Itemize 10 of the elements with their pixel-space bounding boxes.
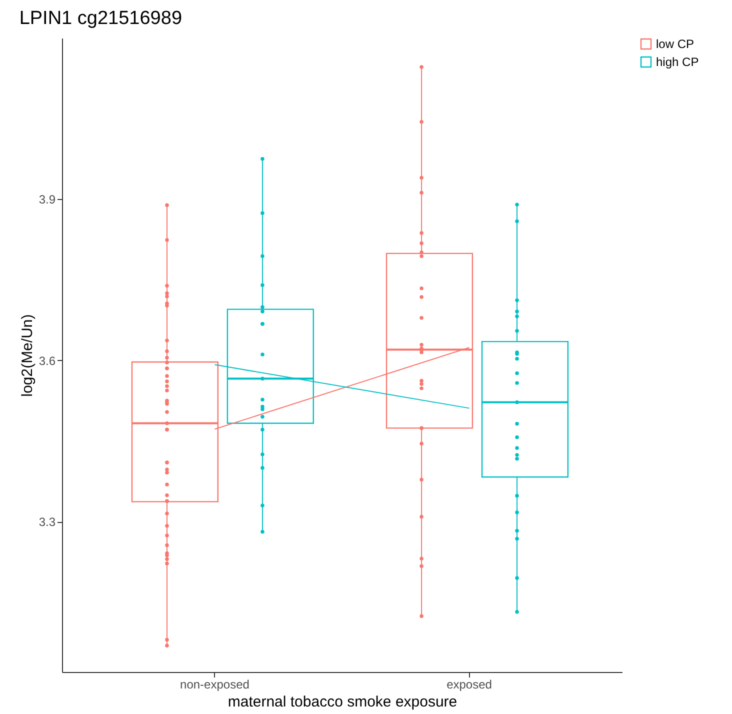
y-tick-label: 3.6 — [38, 354, 56, 368]
y-tick-label: 3.9 — [38, 192, 56, 207]
x-axis-title: maternal tobacco smoke exposure — [228, 694, 458, 710]
legend-label: low CP — [656, 37, 694, 51]
legend-label: high CP — [656, 55, 699, 69]
y-axis-title: log2(Me/Un) — [18, 314, 36, 397]
chart-title: LPIN1 cg21516989 — [19, 8, 182, 29]
x-tick-label: non-exposed — [180, 678, 250, 692]
y-tick-label: 3.3 — [38, 515, 56, 530]
x-tick-label: exposed — [446, 678, 492, 692]
